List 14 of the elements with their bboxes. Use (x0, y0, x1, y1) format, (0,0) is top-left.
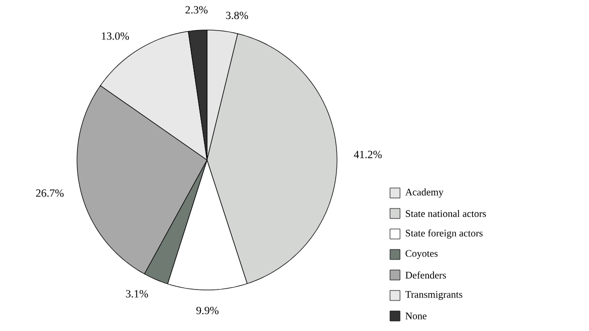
data-label: 3.1% (126, 290, 148, 298)
data-label: 41.2% (354, 150, 382, 158)
data-label: 13.0% (102, 32, 129, 40)
legend-label: Defenders (405, 271, 446, 279)
legend-label: Academy (405, 188, 444, 198)
data-label: 9.9% (196, 306, 219, 314)
legend-label: State foreign actors (406, 229, 483, 239)
legend-label: State national actors (406, 210, 486, 217)
data-label: 26.7% (36, 189, 64, 197)
legend-label: Coyotes (406, 250, 438, 259)
legend-label: None (405, 312, 427, 320)
data-label: 3.8% (226, 12, 248, 20)
data-label: 2.3% (186, 6, 208, 14)
legend-label: Transmigrants (405, 291, 462, 300)
